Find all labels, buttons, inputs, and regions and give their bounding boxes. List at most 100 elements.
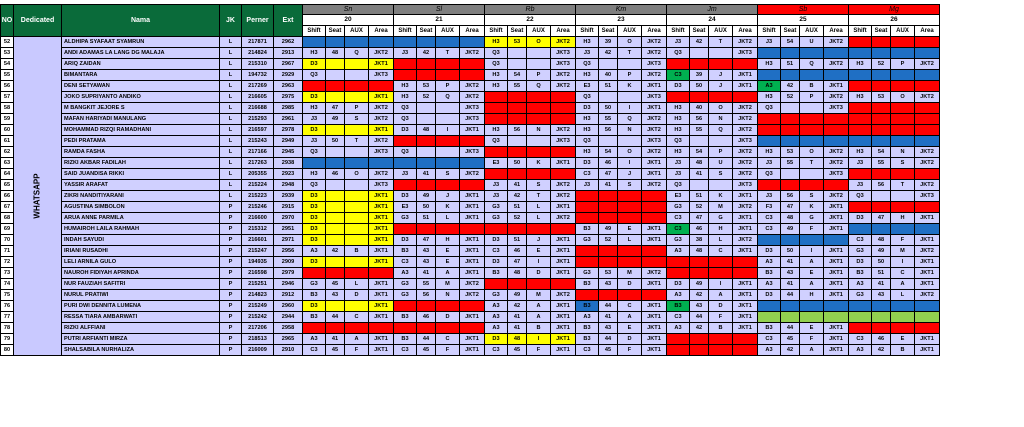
cell-shift-20: Q3 xyxy=(302,179,326,191)
cell-shift-23: H3 xyxy=(575,36,599,48)
employee-name: BIMANTARA xyxy=(61,69,220,81)
shift-block-26 xyxy=(914,322,940,334)
shift-block-20 xyxy=(302,157,326,169)
table-row: 54 ARIQ ZAIDAN L 215310 2967 D3 JKT1 Q3 JKT3 Q3 JK… xyxy=(0,58,940,70)
table-row: 75 NURUL PRATIWI P 214823 2912 B3 43 D JKT1 G3 56 N… xyxy=(0,289,940,301)
cell-shift-23: H3 xyxy=(575,113,599,125)
cell-aux-22: E xyxy=(526,245,551,257)
cell-shift-24: Q3 xyxy=(666,47,690,59)
cell-seat-20 xyxy=(325,179,345,191)
cell-area-21: JKT1 xyxy=(459,124,485,136)
employee-jk: L xyxy=(219,69,242,81)
cell-aux-25: G xyxy=(799,212,824,224)
cell-shift-24: G3 xyxy=(666,234,690,246)
employee-ext: 2951 xyxy=(273,223,303,235)
sub-header-seat: Seat xyxy=(416,25,436,37)
cell-aux-22: F xyxy=(526,344,551,356)
cell-shift-20: D3 xyxy=(302,58,326,70)
shift-block-22 xyxy=(550,113,576,125)
cell-shift-22: G3 xyxy=(484,289,508,301)
cell-area-22: JKT3 xyxy=(550,135,576,147)
cell-seat-20: 48 xyxy=(325,47,345,59)
cell-seat-24 xyxy=(689,47,709,59)
day-number-20: 20 xyxy=(302,14,394,26)
sub-header-aux: AUX xyxy=(435,25,460,37)
cell-seat-23: 47 xyxy=(598,168,618,180)
sub-header-shift: Shift xyxy=(666,25,690,37)
shift-block-24 xyxy=(708,58,733,70)
cell-area-22: JKT2 xyxy=(550,289,576,301)
employee-perner: 216597 xyxy=(241,124,274,136)
shift-block-25 xyxy=(780,311,800,323)
cell-aux-22: T xyxy=(526,190,551,202)
cell-seat-23: 43 xyxy=(598,322,618,334)
employee-perner: 216598 xyxy=(241,267,274,279)
cell-area-23: JKT2 xyxy=(641,146,667,158)
cell-seat-20 xyxy=(325,300,345,312)
cell-seat-21: 52 xyxy=(416,91,436,103)
shift-block-24 xyxy=(689,58,709,70)
cell-area-21: JKT2 xyxy=(459,91,485,103)
cell-shift-25: H3 xyxy=(757,146,781,158)
cell-area-22: JKT2 xyxy=(550,212,576,224)
shift-block-26 xyxy=(890,135,915,147)
cell-seat-21: 48 xyxy=(416,124,436,136)
cell-shift-21: G3 xyxy=(393,289,417,301)
cell-shift-23: D3 xyxy=(575,157,599,169)
sub-header-aux: AUX xyxy=(799,25,824,37)
cell-seat-24: 41 xyxy=(689,168,709,180)
employee-ext: 2912 xyxy=(273,289,303,301)
employee-ext: 2948 xyxy=(273,179,303,191)
shift-block-23 xyxy=(598,256,618,268)
cell-aux-20: Q xyxy=(344,47,369,59)
employee-ext: 2960 xyxy=(273,300,303,312)
cell-area-23: JKT2 xyxy=(641,179,667,191)
cell-area-25: JKT1 xyxy=(823,256,849,268)
cell-seat-22: 48 xyxy=(507,333,527,345)
cell-shift-23: B3 xyxy=(575,322,599,334)
cell-shift-23: H3 xyxy=(575,124,599,136)
shift-block-21 xyxy=(435,157,460,169)
shift-block-24 xyxy=(689,91,709,103)
cell-seat-21: 56 xyxy=(416,289,436,301)
cell-seat-23 xyxy=(598,91,618,103)
shift-block-26 xyxy=(848,80,872,92)
shift-block-25 xyxy=(823,124,849,136)
shift-block-23 xyxy=(617,201,642,213)
cell-seat-21: 55 xyxy=(416,278,436,290)
cell-aux-24: G xyxy=(708,212,733,224)
cell-shift-20: D3 xyxy=(302,256,326,268)
cell-seat-22: 55 xyxy=(507,80,527,92)
cell-shift-20: C3 xyxy=(302,344,326,356)
employee-perner: 216600 xyxy=(241,212,274,224)
cell-aux-21: Q xyxy=(435,91,460,103)
sub-header-aux: AUX xyxy=(344,25,369,37)
cell-area-22: JKT1 xyxy=(550,234,576,246)
day-name-20: Sn xyxy=(302,4,394,15)
cell-area-22: JKT1 xyxy=(550,322,576,334)
shift-block-24 xyxy=(708,333,733,345)
cell-area-20: JKT1 xyxy=(368,124,394,136)
cell-seat-22: 49 xyxy=(507,289,527,301)
cell-area-25: JKT1 xyxy=(823,223,849,235)
cell-area-24: JKT2 xyxy=(732,168,758,180)
shift-block-21 xyxy=(435,58,460,70)
cell-shift-21: G3 xyxy=(393,278,417,290)
shift-block-21 xyxy=(416,157,436,169)
cell-seat-21 xyxy=(416,113,436,125)
shift-block-25 xyxy=(780,124,800,136)
shift-block-26 xyxy=(871,201,891,213)
cell-aux-25: U xyxy=(799,36,824,48)
cell-seat-22: 48 xyxy=(507,267,527,279)
shift-block-20 xyxy=(302,267,326,279)
employee-jk: L xyxy=(219,80,242,92)
cell-area-20: JKT3 xyxy=(368,146,394,158)
cell-seat-20: 49 xyxy=(325,113,345,125)
cell-aux-25 xyxy=(799,102,824,114)
cell-seat-25 xyxy=(780,102,800,114)
cell-area-22: JKT2 xyxy=(550,190,576,202)
cell-seat-20 xyxy=(325,234,345,246)
cell-aux-23: S xyxy=(617,179,642,191)
shift-block-25 xyxy=(757,234,781,246)
employee-name: HUMAIROH LAILA RAHMAH xyxy=(61,223,220,235)
